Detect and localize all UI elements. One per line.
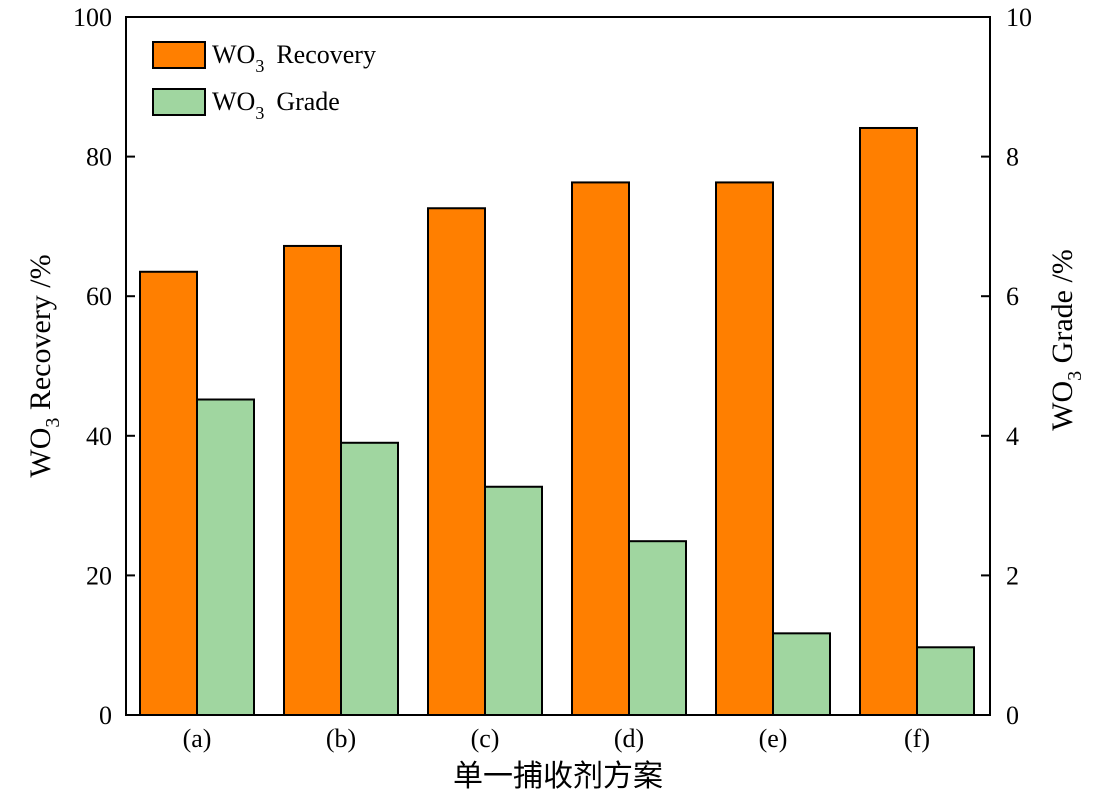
y-tick-label-left: 40 [86,422,112,451]
y-tick-label-right: 6 [1006,282,1019,311]
bar-recovery-5 [715,181,774,716]
bar-grade-3 [484,485,543,716]
y-tick-label-left: 60 [86,282,112,311]
x-axis-title: 单一捕收剂方案 [453,759,663,792]
bar-recovery-4 [571,181,630,716]
bars-layer [139,126,975,717]
legend-label-grade: WO3 Grade [212,87,340,123]
bar-grade-1 [196,398,255,716]
bar-grade-4 [628,540,687,716]
y-tick-label-right: 0 [1006,701,1019,730]
y-axis-title-left: WO3 Recovery /% [24,254,64,477]
bar-grade-5 [772,632,831,716]
y-tick-label-right: 10 [1006,3,1032,32]
bar-recovery-3 [427,207,486,716]
x-tick-label: (e) [759,724,788,753]
bar-grade-2 [340,441,399,716]
y-axis-title-right: WO3 Grade /% [1046,249,1086,431]
x-tick-label: (a) [183,724,212,753]
plot-frame [125,16,991,716]
bar-recovery-1 [139,270,198,716]
bar-recovery-6 [859,126,918,717]
category-labels: (a) (b) (c) (d) (e) (f) [183,707,930,753]
y-tick-label-left: 100 [73,3,112,32]
y-tick-label-right: 4 [1006,422,1019,451]
legend-label-recovery: WO3 Recovery [212,40,376,76]
left-axis-ticks: 0 20 40 60 80 100 [73,3,135,730]
right-axis-ticks: 0 2 4 6 8 10 [981,3,1032,730]
legend-swatch-recovery [152,41,206,69]
y-tick-label-right: 8 [1006,143,1019,172]
bar-grade-6 [916,646,975,717]
x-tick-label: (c) [471,724,500,753]
x-tick-label: (d) [614,724,644,753]
legend: WO3 Recovery WO3 Grade [152,40,376,123]
y-tick-label-left: 0 [99,701,112,730]
x-tick-label: (f) [904,724,930,753]
bar-recovery-2 [283,244,342,716]
x-tick-label: (b) [326,724,356,753]
y-tick-label-right: 2 [1006,561,1019,590]
y-tick-label-left: 80 [86,143,112,172]
y-tick-label-left: 20 [86,561,112,590]
legend-swatch-grade [152,88,206,116]
